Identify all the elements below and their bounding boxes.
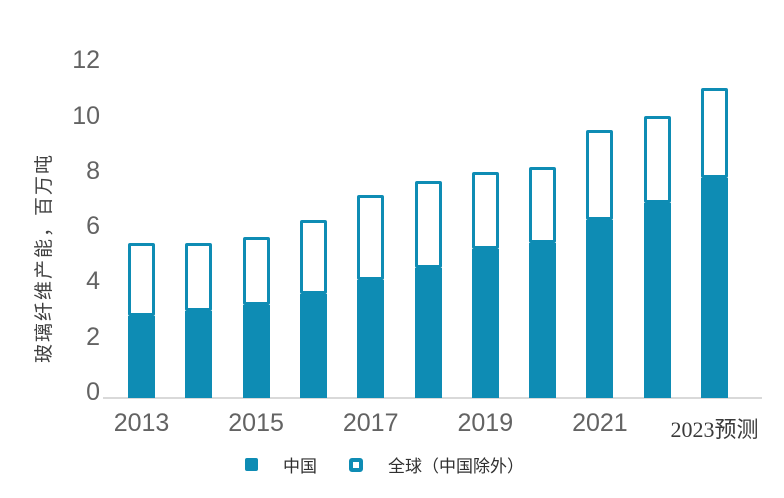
bar-segment-china-2023预测 xyxy=(701,178,728,398)
bar-segment-world-ex-china-2014 xyxy=(185,242,213,311)
bar-segment-world-ex-china-2021 xyxy=(586,130,614,221)
y-axis-tick-label-6: 6 xyxy=(86,212,100,241)
x-axis-label-2017: 2017 xyxy=(342,409,399,437)
bar-segment-world-ex-china-2022 xyxy=(643,116,671,204)
legend-item-world-ex-china: 全球（中国除外） xyxy=(349,452,524,477)
legend-label-china: 中国 xyxy=(283,457,317,476)
bar-segment-china-2014 xyxy=(185,310,213,398)
bar-segment-world-ex-china-2018 xyxy=(414,180,442,269)
bar-segment-world-ex-china-2023预测 xyxy=(701,87,728,179)
y-axis-tick-label-0: 0 xyxy=(86,378,100,406)
y-axis-tick-label-12: 12 xyxy=(72,46,100,75)
bar-segment-world-ex-china-2016 xyxy=(299,220,327,294)
x-axis-label-2015: 2015 xyxy=(228,409,284,437)
x-axis-line xyxy=(103,397,762,399)
bar-segment-china-2017 xyxy=(357,279,385,398)
bar-segment-china-2016 xyxy=(299,293,327,398)
y-axis-tick-label-4: 4 xyxy=(86,267,100,296)
bar-segment-china-2013 xyxy=(128,316,155,398)
bar-segment-china-2022 xyxy=(643,203,671,398)
x-axis-label-2023预测: 2023预测 xyxy=(670,417,759,442)
y-axis-tick-label-2: 2 xyxy=(86,322,100,351)
bar-segment-world-ex-china-2015 xyxy=(242,237,270,305)
legend-swatch-china xyxy=(245,458,258,471)
bar-segment-china-2020 xyxy=(529,242,557,398)
legend-swatch-world-ex-china xyxy=(349,457,363,472)
y-axis-tick-label-8: 8 xyxy=(86,156,100,185)
bar-segment-china-2021 xyxy=(586,220,614,398)
bar-segment-china-2015 xyxy=(242,304,270,398)
x-axis-label-2021: 2021 xyxy=(572,409,628,437)
bar-segment-china-2019 xyxy=(471,248,499,398)
legend-label-world-ex-china: 全球（中国除外） xyxy=(388,457,524,476)
bar-segment-china-2018 xyxy=(414,268,442,398)
y-axis-tick-label-10: 10 xyxy=(72,101,100,130)
legend: 中国 全球（中国除外） xyxy=(245,452,524,477)
x-axis-label-2019: 2019 xyxy=(457,409,514,437)
bar-segment-world-ex-china-2020 xyxy=(529,166,557,243)
x-axis-label-2013: 2013 xyxy=(113,409,170,437)
bar-segment-world-ex-china-2017 xyxy=(357,194,385,280)
bar-segment-world-ex-china-2019 xyxy=(471,172,499,249)
bar-segment-world-ex-china-2013 xyxy=(128,242,155,317)
legend-item-china: 中国 xyxy=(245,452,317,477)
